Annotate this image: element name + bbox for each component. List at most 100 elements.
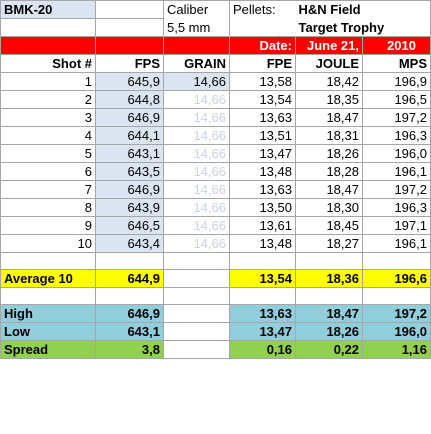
mps-cell[interactable]: 196,3 [362, 197, 431, 217]
col-mps-header[interactable]: MPS [362, 53, 431, 73]
high-label-cell[interactable]: High [0, 303, 96, 323]
empty-cell[interactable] [295, 251, 363, 270]
col-shot-header[interactable]: Shot # [0, 53, 96, 73]
fps-cell[interactable]: 643,5 [95, 161, 164, 181]
shot-number-cell[interactable]: 1 [0, 71, 96, 91]
mps-cell[interactable]: 196,1 [362, 233, 431, 253]
fpe-cell[interactable]: 13,48 [229, 161, 296, 181]
joule-cell[interactable]: 18,47 [295, 179, 363, 199]
shot-number-cell[interactable]: 2 [0, 89, 96, 109]
col-grain-header[interactable]: GRAIN [163, 53, 230, 73]
empty-cell[interactable] [163, 303, 230, 323]
average-mps-cell[interactable]: 196,6 [362, 268, 431, 288]
average-fpe-cell[interactable]: 13,54 [229, 268, 296, 288]
empty-cell[interactable] [0, 18, 96, 37]
fps-cell[interactable]: 644,8 [95, 89, 164, 109]
average-joule-cell[interactable]: 18,36 [295, 268, 363, 288]
joule-cell[interactable]: 18,47 [295, 107, 363, 127]
fps-cell[interactable]: 643,4 [95, 233, 164, 253]
grain-cell[interactable]: 14,66 [163, 215, 230, 235]
joule-cell[interactable]: 18,27 [295, 233, 363, 253]
col-fps-header[interactable]: FPS [95, 53, 164, 73]
mps-cell[interactable]: 196,1 [362, 161, 431, 181]
joule-cell[interactable]: 18,28 [295, 161, 363, 181]
high-joule-cell[interactable]: 18,47 [295, 303, 363, 323]
low-label-cell[interactable]: Low [0, 321, 96, 341]
fps-cell[interactable]: 645,9 [95, 71, 164, 91]
fpe-cell[interactable]: 13,47 [229, 143, 296, 163]
grain-cell[interactable]: 14,66 [163, 143, 230, 163]
fpe-cell[interactable]: 13,48 [229, 233, 296, 253]
fpe-cell[interactable]: 13,51 [229, 125, 296, 145]
low-fps-cell[interactable]: 643,1 [95, 321, 164, 341]
mps-cell[interactable]: 197,1 [362, 215, 431, 235]
fps-cell[interactable]: 646,5 [95, 215, 164, 235]
fpe-cell[interactable]: 13,54 [229, 89, 296, 109]
spread-fpe-cell[interactable]: 0,16 [229, 339, 296, 359]
empty-cell[interactable] [95, 0, 164, 19]
low-fpe-cell[interactable]: 13,47 [229, 321, 296, 341]
empty-cell[interactable] [0, 251, 96, 270]
model-cell[interactable]: BMK-20 [0, 0, 96, 19]
caliber-label-cell[interactable]: Caliber [163, 0, 230, 19]
shot-number-cell[interactable]: 9 [0, 215, 96, 235]
shot-number-cell[interactable]: 6 [0, 161, 96, 181]
grain-cell[interactable]: 14,66 [163, 161, 230, 181]
empty-cell[interactable] [95, 286, 164, 305]
pellet-name-cell-2[interactable]: Target Trophy [295, 18, 431, 37]
mps-cell[interactable]: 196,5 [362, 89, 431, 109]
empty-cell[interactable] [362, 286, 431, 305]
col-joule-header[interactable]: JOULE [295, 53, 363, 73]
mps-cell[interactable]: 196,3 [362, 125, 431, 145]
shot-number-cell[interactable]: 10 [0, 233, 96, 253]
high-mps-cell[interactable]: 197,2 [362, 303, 431, 323]
empty-cell[interactable] [229, 251, 296, 270]
fps-cell[interactable]: 643,1 [95, 143, 164, 163]
joule-cell[interactable]: 18,45 [295, 215, 363, 235]
low-joule-cell[interactable]: 18,26 [295, 321, 363, 341]
pellets-label-cell[interactable]: Pellets: [229, 0, 296, 19]
empty-cell[interactable] [229, 286, 296, 305]
spread-mps-cell[interactable]: 1,16 [362, 339, 431, 359]
fps-cell[interactable]: 646,9 [95, 107, 164, 127]
empty-cell[interactable] [95, 251, 164, 270]
high-fps-cell[interactable]: 646,9 [95, 303, 164, 323]
mps-cell[interactable]: 197,2 [362, 179, 431, 199]
shot-number-cell[interactable]: 5 [0, 143, 96, 163]
spread-label-cell[interactable]: Spread [0, 339, 96, 359]
empty-cell[interactable] [0, 286, 96, 305]
fpe-cell[interactable]: 13,50 [229, 197, 296, 217]
fpe-cell[interactable]: 13,63 [229, 107, 296, 127]
empty-cell[interactable] [163, 268, 230, 288]
empty-cell[interactable] [295, 286, 363, 305]
joule-cell[interactable]: 18,30 [295, 197, 363, 217]
mps-cell[interactable]: 196,0 [362, 143, 431, 163]
fps-cell[interactable]: 644,1 [95, 125, 164, 145]
fpe-cell[interactable]: 13,61 [229, 215, 296, 235]
mps-cell[interactable]: 197,2 [362, 107, 431, 127]
joule-cell[interactable]: 18,31 [295, 125, 363, 145]
grain-cell[interactable]: 14,66 [163, 107, 230, 127]
shot-number-cell[interactable]: 3 [0, 107, 96, 127]
fpe-cell[interactable]: 13,58 [229, 71, 296, 91]
spread-fps-cell[interactable]: 3,8 [95, 339, 164, 359]
empty-cell[interactable] [163, 286, 230, 305]
empty-cell[interactable] [163, 35, 230, 55]
empty-cell[interactable] [163, 251, 230, 270]
grain-cell[interactable]: 14,66 [163, 89, 230, 109]
fps-cell[interactable]: 643,9 [95, 197, 164, 217]
col-fpe-header[interactable]: FPE [229, 53, 296, 73]
empty-cell[interactable] [163, 321, 230, 341]
shot-number-cell[interactable]: 8 [0, 197, 96, 217]
pellet-name-cell[interactable]: H&N Field [295, 0, 431, 19]
empty-cell[interactable] [229, 18, 296, 37]
empty-cell[interactable] [163, 339, 230, 359]
shot-number-cell[interactable]: 7 [0, 179, 96, 199]
average-label-cell[interactable]: Average 10 [0, 268, 96, 288]
grain-cell[interactable]: 14,66 [163, 197, 230, 217]
empty-cell[interactable] [95, 35, 164, 55]
joule-cell[interactable]: 18,26 [295, 143, 363, 163]
caliber-value-cell[interactable]: 5,5 mm [163, 18, 230, 37]
shot-number-cell[interactable]: 4 [0, 125, 96, 145]
mps-cell[interactable]: 196,9 [362, 71, 431, 91]
